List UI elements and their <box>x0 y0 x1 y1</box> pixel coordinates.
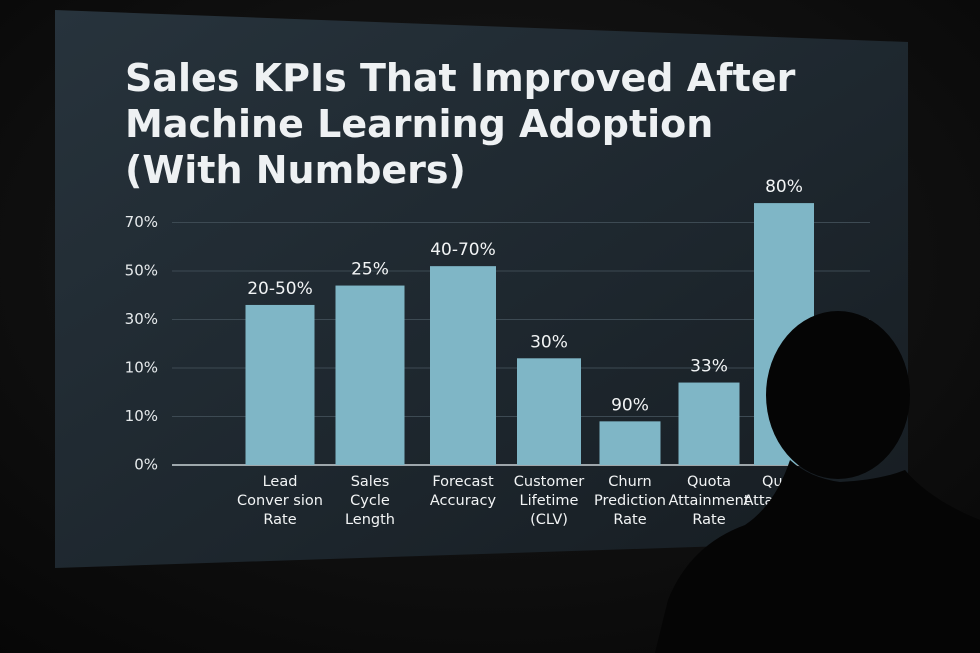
chart-title: Sales KPIs That Improved After Machine Le… <box>125 56 796 192</box>
y-tick-label: 50% <box>125 262 158 280</box>
bar <box>245 304 315 465</box>
x-tick-label: Lead Conver sion Rate <box>237 474 323 528</box>
value-label: 25% <box>351 260 389 280</box>
value-label: 33% <box>690 357 728 377</box>
bar <box>599 421 661 465</box>
silhouette-body <box>655 460 980 653</box>
silhouette <box>655 311 980 653</box>
x-tick-label: Forecast Accuracy <box>430 474 497 509</box>
value-label: 30% <box>530 332 568 352</box>
bar <box>678 382 740 465</box>
value-label: 90% <box>611 395 649 415</box>
y-tick-label: 70% <box>125 213 158 231</box>
bar <box>335 285 405 465</box>
y-tick-label: 0% <box>134 456 158 474</box>
value-label: 40-70% <box>430 240 496 260</box>
y-tick-label: 10% <box>125 359 158 377</box>
bar <box>517 358 581 465</box>
y-tick-label: 30% <box>125 310 158 328</box>
y-tick-label: 10% <box>125 407 158 425</box>
value-label: 20-50% <box>247 279 313 299</box>
x-tick-label: Customer Lifetime (CLV) <box>514 474 584 528</box>
x-tick-label: Sales Cycle Length <box>345 474 395 528</box>
bar <box>430 266 496 465</box>
silhouette-head <box>766 311 910 479</box>
x-tick-label: Churn Prediction Rate <box>594 474 666 528</box>
value-label: 80% <box>765 177 803 197</box>
